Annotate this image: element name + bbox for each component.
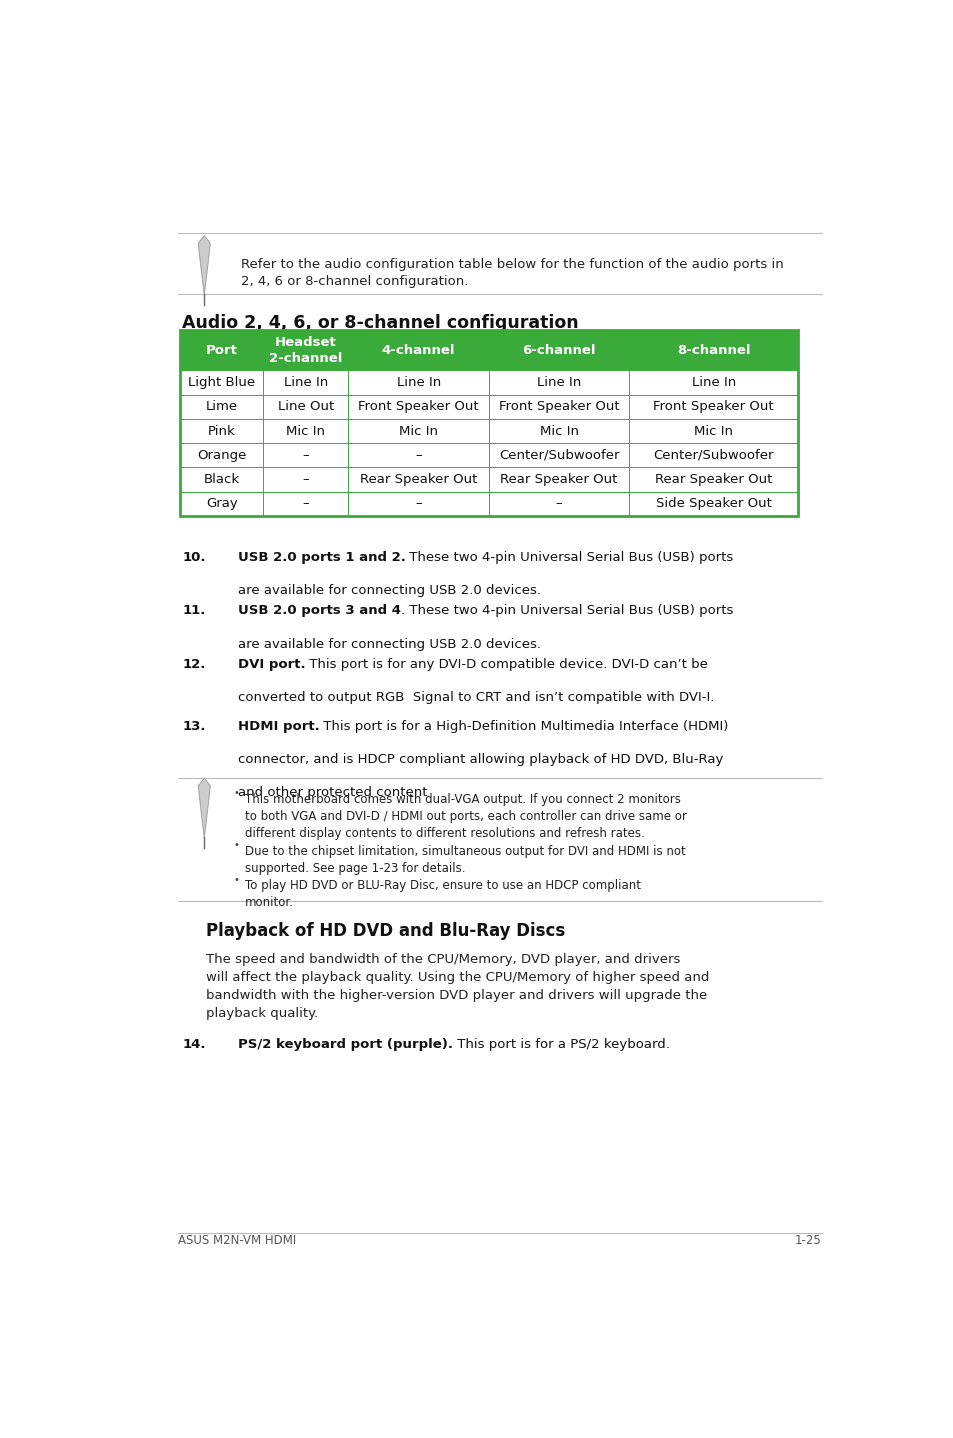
- Text: Orange: Orange: [196, 449, 246, 462]
- Text: –: –: [415, 449, 421, 462]
- Text: 6-channel: 6-channel: [522, 344, 596, 357]
- Text: Pink: Pink: [208, 424, 235, 437]
- Text: DVI port.: DVI port.: [237, 657, 305, 670]
- Text: 4-channel: 4-channel: [381, 344, 455, 357]
- Text: converted to output RGB  Signal to CRT and isn’t compatible with DVI-I.: converted to output RGB Signal to CRT an…: [237, 690, 713, 703]
- Text: 14.: 14.: [182, 1038, 206, 1051]
- Text: Audio 2, 4, 6, or 8-channel configuration: Audio 2, 4, 6, or 8-channel configuratio…: [182, 315, 578, 332]
- Text: Lime: Lime: [206, 401, 237, 414]
- Text: The speed and bandwidth of the CPU/Memory, DVD player, and drivers
will affect t: The speed and bandwidth of the CPU/Memor…: [206, 953, 709, 1020]
- Text: –: –: [302, 473, 309, 486]
- Text: These two 4-pin Universal Serial Bus (USB) ports: These two 4-pin Universal Serial Bus (US…: [405, 551, 733, 564]
- Bar: [180, 395, 797, 418]
- Text: connector, and is HDCP compliant allowing playback of HD DVD, Blu-Ray: connector, and is HDCP compliant allowin…: [237, 752, 722, 766]
- Text: Line In: Line In: [283, 377, 328, 390]
- Text: . These two 4-pin Universal Serial Bus (USB) ports: . These two 4-pin Universal Serial Bus (…: [400, 604, 732, 617]
- Text: Due to the chipset limitation, simultaneous output for DVI and HDMI is not
suppo: Due to the chipset limitation, simultane…: [245, 844, 685, 874]
- Bar: [180, 418, 797, 443]
- Text: Rear Speaker Out: Rear Speaker Out: [500, 473, 618, 486]
- Text: This port is for any DVI-D compatible device. DVI-D can’t be: This port is for any DVI-D compatible de…: [305, 657, 707, 670]
- Text: Line In: Line In: [691, 377, 735, 390]
- Text: 11.: 11.: [182, 604, 205, 617]
- Text: Refer to the audio configuration table below for the function of the audio ports: Refer to the audio configuration table b…: [241, 257, 783, 288]
- Text: •: •: [233, 788, 239, 798]
- Text: Mic In: Mic In: [539, 424, 578, 437]
- Text: Center/Subwoofer: Center/Subwoofer: [498, 449, 618, 462]
- Text: 8-channel: 8-channel: [677, 344, 750, 357]
- Polygon shape: [198, 778, 210, 837]
- Text: Mic In: Mic In: [286, 424, 325, 437]
- Text: This port is for a PS/2 keyboard.: This port is for a PS/2 keyboard.: [452, 1038, 669, 1051]
- Bar: [180, 371, 797, 395]
- Text: are available for connecting USB 2.0 devices.: are available for connecting USB 2.0 dev…: [237, 584, 540, 597]
- Text: –: –: [415, 498, 421, 510]
- Text: Playback of HD DVD and Blu-Ray Discs: Playback of HD DVD and Blu-Ray Discs: [206, 922, 565, 940]
- Bar: [180, 467, 797, 492]
- Text: This motherboard comes with dual-VGA output. If you connect 2 monitors
to both V: This motherboard comes with dual-VGA out…: [245, 792, 686, 840]
- Text: Port: Port: [206, 344, 237, 357]
- Text: –: –: [556, 498, 562, 510]
- Text: 13.: 13.: [182, 719, 206, 732]
- Text: Line Out: Line Out: [277, 401, 334, 414]
- Text: USB 2.0 ports 1 and 2.: USB 2.0 ports 1 and 2.: [237, 551, 405, 564]
- Text: Center/Subwoofer: Center/Subwoofer: [653, 449, 773, 462]
- Text: Front Speaker Out: Front Speaker Out: [653, 401, 773, 414]
- Text: USB 2.0 ports 3 and 4: USB 2.0 ports 3 and 4: [237, 604, 400, 617]
- Text: –: –: [302, 449, 309, 462]
- Text: Front Speaker Out: Front Speaker Out: [358, 401, 478, 414]
- Text: and other protected content: and other protected content: [237, 787, 427, 800]
- Text: Gray: Gray: [206, 498, 237, 510]
- Text: 10.: 10.: [182, 551, 206, 564]
- Text: HDMI port.: HDMI port.: [237, 719, 319, 732]
- Text: Rear Speaker Out: Rear Speaker Out: [655, 473, 772, 486]
- Text: Front Speaker Out: Front Speaker Out: [498, 401, 618, 414]
- Bar: [180, 492, 797, 516]
- Text: Headset
2-channel: Headset 2-channel: [269, 335, 342, 365]
- Text: •: •: [233, 874, 239, 884]
- Text: Line In: Line In: [396, 377, 440, 390]
- Text: Mic In: Mic In: [694, 424, 733, 437]
- Text: ASUS M2N-VM HDMI: ASUS M2N-VM HDMI: [178, 1234, 296, 1247]
- Bar: [180, 443, 797, 467]
- Text: Line In: Line In: [537, 377, 580, 390]
- Text: Mic In: Mic In: [398, 424, 437, 437]
- Text: To play HD DVD or BLU-Ray Disc, ensure to use an HDCP compliant
monitor.: To play HD DVD or BLU-Ray Disc, ensure t…: [245, 879, 640, 909]
- Text: •: •: [233, 840, 239, 850]
- Text: are available for connecting USB 2.0 devices.: are available for connecting USB 2.0 dev…: [237, 637, 540, 650]
- Bar: [180, 329, 797, 371]
- Text: –: –: [302, 498, 309, 510]
- Text: This port is for a High-Definition Multimedia Interface (HDMI): This port is for a High-Definition Multi…: [319, 719, 728, 732]
- Text: Light Blue: Light Blue: [188, 377, 255, 390]
- Text: Black: Black: [203, 473, 239, 486]
- Text: Side Speaker Out: Side Speaker Out: [655, 498, 771, 510]
- Text: Rear Speaker Out: Rear Speaker Out: [359, 473, 476, 486]
- Text: 1-25: 1-25: [794, 1234, 821, 1247]
- Text: 12.: 12.: [182, 657, 205, 670]
- Bar: [180, 329, 797, 516]
- Text: PS/2 keyboard port (purple).: PS/2 keyboard port (purple).: [237, 1038, 452, 1051]
- Polygon shape: [198, 236, 210, 295]
